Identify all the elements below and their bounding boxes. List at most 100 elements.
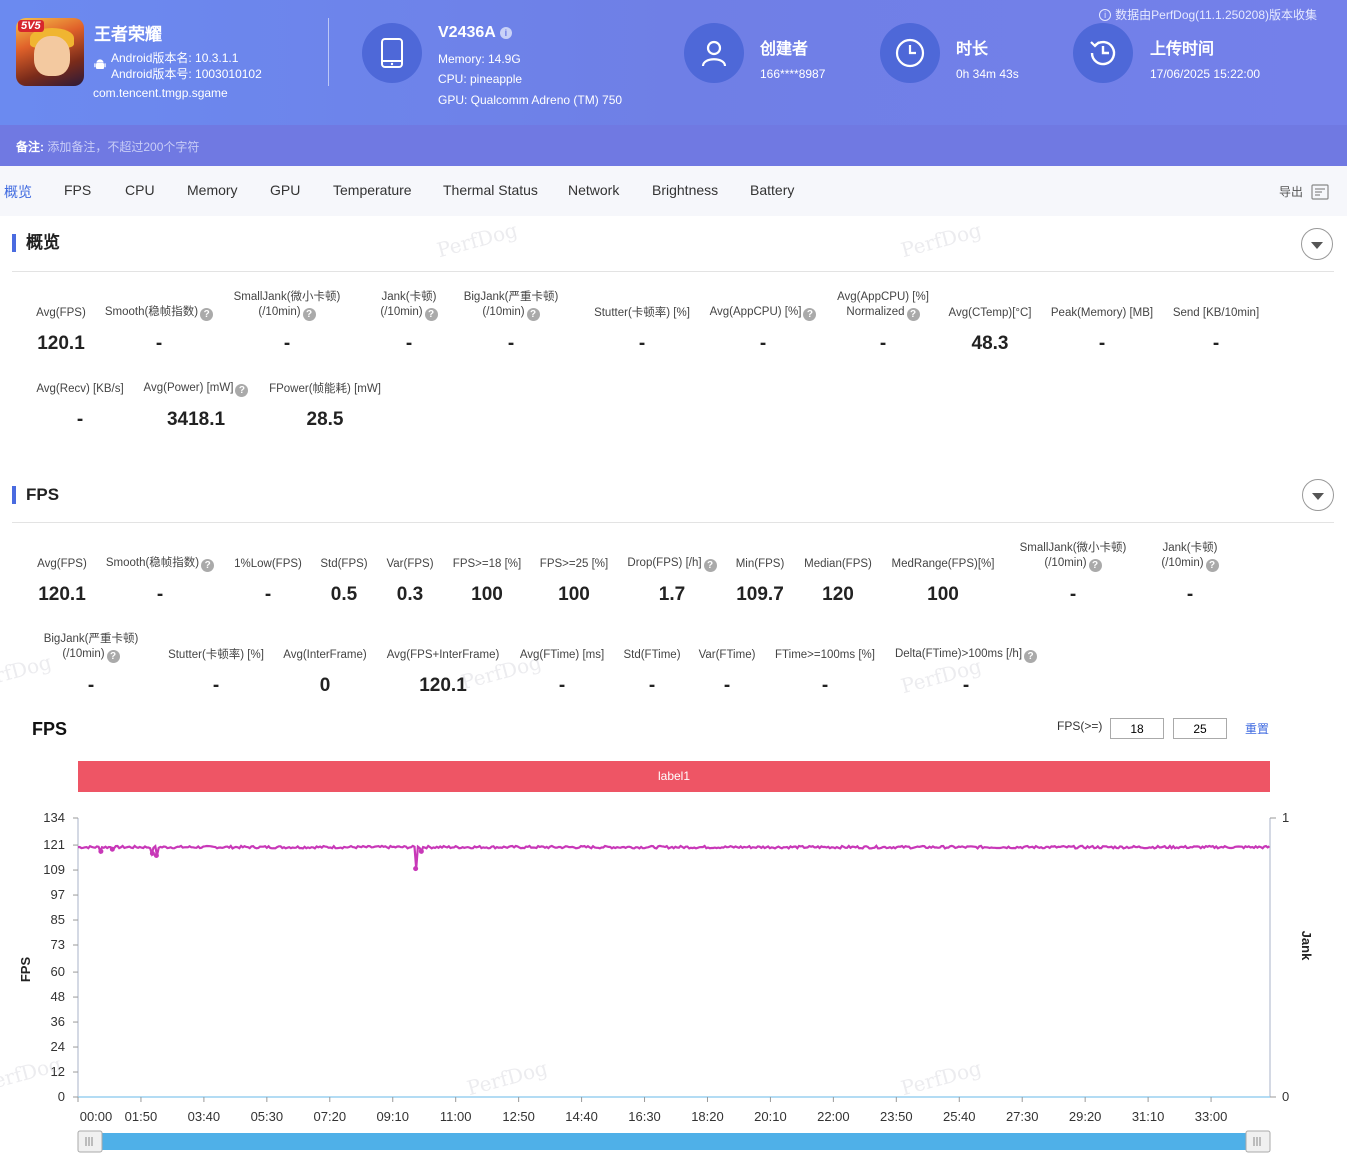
- metric-label-line1: SmallJank(微小卡顿): [1019, 542, 1127, 554]
- info-icon: i: [1099, 8, 1112, 21]
- time-range-slider[interactable]: [78, 1133, 1270, 1150]
- tab-cpu[interactable]: CPU: [125, 182, 155, 198]
- reset-button[interactable]: 重置: [1245, 722, 1270, 736]
- help-icon[interactable]: ?: [1024, 650, 1038, 663]
- metric-value: -: [212, 675, 220, 696]
- y-tick-label: 36: [51, 1014, 65, 1029]
- creator-value: 166****8987: [760, 67, 826, 81]
- help-icon[interactable]: ?: [1205, 559, 1219, 572]
- tab-temperature[interactable]: Temperature: [333, 182, 412, 198]
- fps-threshold-input-1[interactable]: [1110, 718, 1164, 739]
- x-tick-label: 01:50: [125, 1109, 158, 1124]
- app-package: com.tencent.tmgp.sgame: [93, 86, 228, 100]
- note-input[interactable]: 添加备注，不超过200个字符: [47, 140, 200, 154]
- help-icon[interactable]: ?: [235, 384, 249, 397]
- help-icon[interactable]: ?: [703, 559, 717, 572]
- metric-label-line2: Delta(FTime)>100ms [/h]: [894, 648, 1023, 660]
- header-divider: [328, 18, 329, 86]
- metric-label: FPower(帧能耗) [mW]: [245, 363, 405, 397]
- x-tick-label: 29:20: [1069, 1109, 1102, 1124]
- metric-label-line2: FPower(帧能耗) [mW]: [269, 383, 381, 395]
- tab-memory[interactable]: Memory: [187, 182, 238, 198]
- metric-label-line2: FPS>=18 [%]: [452, 558, 522, 570]
- metric-label-line2: Avg(InterFrame): [283, 649, 367, 661]
- help-icon[interactable]: ?: [526, 308, 540, 321]
- fps-dip-point: [149, 850, 155, 856]
- metric-label-line2: Smooth(稳帧指数): [104, 306, 199, 318]
- app-version-name: Android版本名: 10.3.1.1: [111, 51, 239, 65]
- metric-label-line2: Median(FPS): [804, 558, 872, 570]
- y-tick-label: 85: [51, 912, 65, 927]
- metric-value: -: [723, 675, 731, 696]
- metric-label: Avg(FPS): [0, 538, 142, 572]
- metric-label-line2: Avg(Power) [mW]: [143, 382, 234, 394]
- note-label: 备注:: [16, 140, 44, 154]
- metric-label: Avg(CTemp)[°C]: [910, 287, 1070, 321]
- help-icon[interactable]: ?: [424, 308, 438, 321]
- x-tick-label: 07:20: [314, 1109, 347, 1124]
- metric-label: Stutter(卡顿率) [%]: [136, 629, 296, 663]
- help-icon[interactable]: ?: [302, 308, 316, 321]
- metric-label: Avg(AppCPU) [%]?: [683, 287, 843, 321]
- metric-label-line2: Avg(FTime) [ms]: [519, 649, 605, 661]
- help-icon[interactable]: ?: [803, 308, 817, 321]
- tab-gpu[interactable]: GPU: [270, 182, 301, 198]
- divider: [12, 271, 1334, 272]
- metric-label: Avg(Power) [mW]?: [116, 363, 276, 397]
- note-bar[interactable]: 备注: 添加备注，不超过200个字符: [0, 125, 1347, 166]
- metric-label: Var(FPS): [330, 538, 490, 572]
- x-tick-label: 03:40: [188, 1109, 221, 1124]
- metric-value: 120: [822, 584, 854, 605]
- fps-threshold-input-2[interactable]: [1173, 718, 1227, 739]
- help-icon[interactable]: ?: [200, 308, 214, 321]
- clock-icon: [880, 23, 940, 83]
- tab-thermal-status[interactable]: Thermal Status: [443, 182, 538, 198]
- help-icon[interactable]: ?: [201, 559, 215, 572]
- x-tick-label: 14:40: [565, 1109, 598, 1124]
- metric-label-line2: Min(FPS): [735, 558, 785, 570]
- slider-handle-right[interactable]: [1245, 1130, 1271, 1153]
- metric-value: 100: [558, 584, 590, 605]
- overview-collapse-button[interactable]: [1301, 228, 1333, 260]
- fps-dip-point: [153, 852, 159, 858]
- metric-value: 48.3: [971, 333, 1009, 354]
- metric-label-line2: Std(FPS): [320, 558, 368, 570]
- x-tick-label: 22:00: [817, 1109, 850, 1124]
- export-button[interactable]: 导出: [1279, 183, 1329, 200]
- metric-label-line1: BigJank(严重卡顿): [43, 633, 139, 645]
- x-tick-label: 16:30: [628, 1109, 661, 1124]
- fps-threshold-label: FPS(>=): [1057, 719, 1103, 733]
- x-tick-label: 00:00: [80, 1109, 113, 1124]
- tab-fps[interactable]: FPS: [64, 182, 92, 198]
- tab-battery[interactable]: Battery: [750, 182, 795, 198]
- x-tick-label: 20:10: [754, 1109, 787, 1124]
- collect-note: i 数据由PerfDog(11.1.250208)版本收集: [1099, 6, 1317, 23]
- tab-network[interactable]: Network: [568, 182, 620, 198]
- metric-label-line2: Normalized: [846, 306, 905, 318]
- help-icon[interactable]: ?: [906, 308, 920, 321]
- app-logo: 5V5: [16, 18, 84, 86]
- metric-label: FPS>=18 [%]: [407, 538, 567, 572]
- help-icon[interactable]: ?: [106, 650, 120, 663]
- tab-overview[interactable]: 概览: [4, 184, 32, 200]
- metric-label: Avg(FTime) [ms]: [482, 629, 642, 663]
- fps-series-line: [77, 844, 1270, 869]
- slider-handle-left[interactable]: [77, 1130, 103, 1153]
- overview-title: 概览: [12, 234, 60, 252]
- metric-label: FTime>=100ms [%]: [745, 629, 905, 663]
- metric-label-line2: Avg(Recv) [KB/s]: [36, 383, 124, 395]
- fps-collapse-button[interactable]: [1302, 479, 1334, 511]
- metric-label-line2: Var(FTime): [698, 649, 756, 661]
- tab-brightness[interactable]: Brightness: [652, 182, 719, 198]
- metric-label-line2: Stutter(卡顿率) [%]: [168, 649, 264, 661]
- metric-value: -: [962, 675, 970, 696]
- device-info-icon[interactable]: i: [499, 27, 512, 39]
- help-icon[interactable]: ?: [1088, 559, 1102, 572]
- metric-label: Smooth(稳帧指数)?: [80, 538, 240, 572]
- metric-label-line1: Jank(卡顿): [1162, 542, 1218, 554]
- logo-badge: 5V5: [18, 20, 44, 32]
- metric-value: -: [1186, 584, 1194, 605]
- y2-tick-label: 1: [1282, 810, 1289, 825]
- fps-chart: 0 12 24 36 48 60 73 85 97 109 121 134 0 1 00:00 01:50 03…: [18, 810, 1314, 1153]
- metric-label: Drop(FPS) [/h]?: [592, 538, 752, 572]
